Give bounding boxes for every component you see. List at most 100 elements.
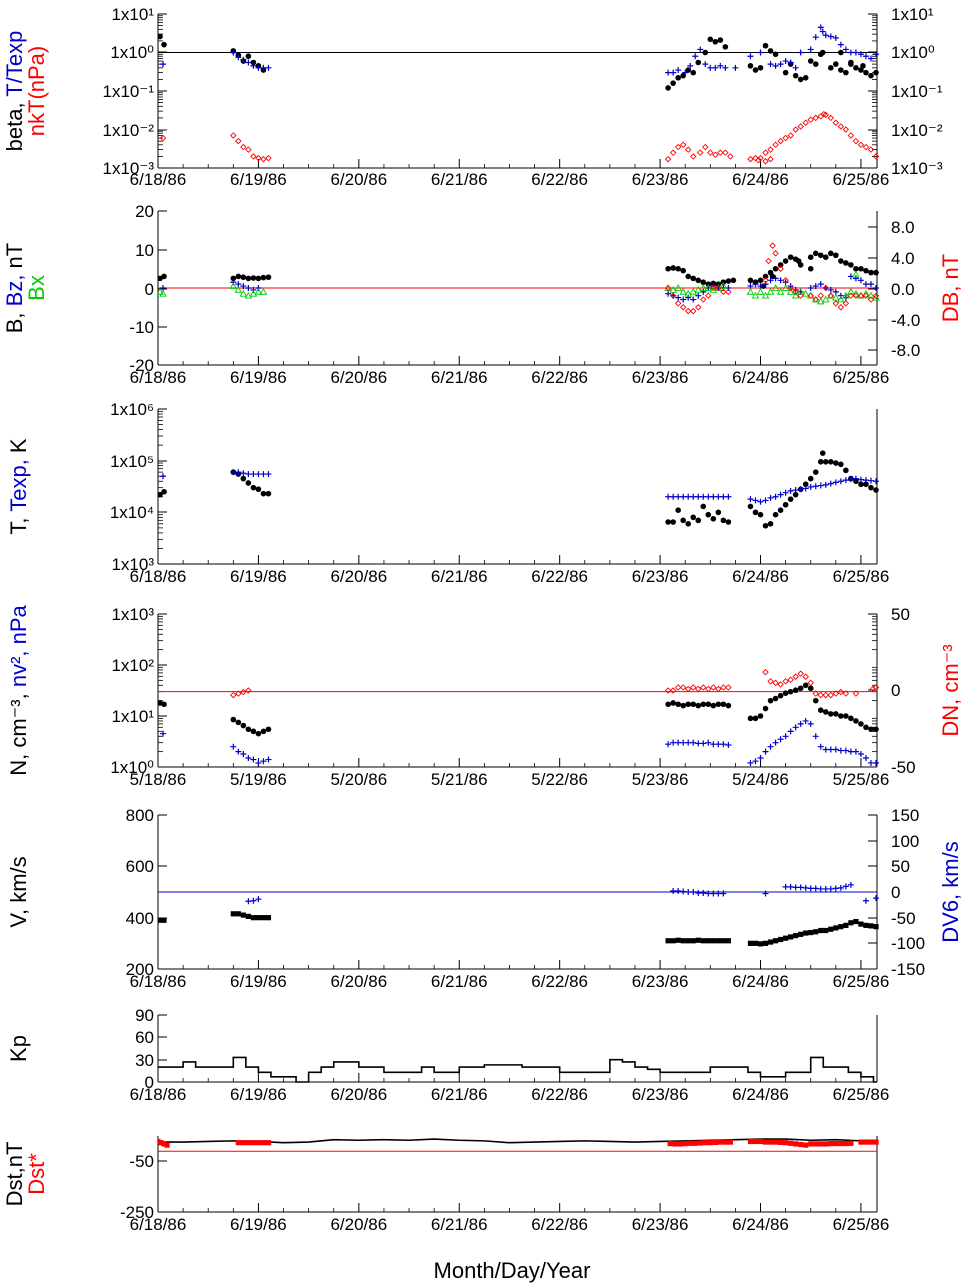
data-point-dv6: [812, 885, 819, 892]
data-point-dn: [674, 684, 682, 691]
data-point-nkt: [674, 143, 682, 151]
data-point-dn: [812, 690, 819, 697]
data-point-texp: [695, 493, 702, 500]
data-point-dn: [772, 679, 779, 687]
data-point-v: [720, 938, 726, 944]
data-point-v: [833, 925, 839, 931]
data-point-nv-: [245, 755, 252, 762]
data-point-dv6: [832, 885, 839, 892]
y-tick-label-left: 1x10⁶: [110, 400, 154, 419]
data-point-t: [752, 509, 759, 516]
data-point-t: [158, 491, 163, 498]
data-point-bx: [847, 287, 855, 295]
y-axis-label: N, cm⁻³, nv², nPa: [6, 604, 31, 775]
data-point-t-texp: [682, 69, 689, 76]
y-tick-label-left: 60: [135, 1028, 154, 1047]
data-point-b: [795, 258, 802, 264]
data-point-texp: [710, 493, 717, 500]
data-point-t: [819, 450, 826, 456]
data-point-bx: [771, 284, 780, 291]
data-point-t-texp: [230, 49, 237, 56]
data-point-dv6: [695, 890, 702, 897]
data-point-nkt: [787, 132, 794, 139]
data-point-nkt: [755, 156, 762, 164]
data-point-v: [158, 917, 163, 923]
data-point-t: [863, 481, 869, 488]
data-point-v: [798, 931, 804, 937]
series-layer: [158, 1056, 877, 1083]
data-point-nkt: [664, 155, 672, 163]
data-point-n: [265, 726, 272, 733]
data-point-bx: [796, 287, 805, 295]
data-point-nkt: [159, 134, 167, 142]
data-point-t-texp: [717, 62, 724, 69]
data-point-n: [675, 701, 681, 708]
data-point-nkt: [857, 141, 865, 149]
y-tick-label-right: 4.0: [891, 249, 915, 268]
x-tick-label: 5/25/86: [833, 770, 890, 789]
data-point-t-texp: [822, 32, 829, 39]
data-point-texp: [792, 487, 799, 494]
data-point-beta: [797, 76, 804, 83]
x-tick-label: 6/25/86: [833, 170, 890, 189]
data-point-t: [690, 514, 697, 521]
data-point-v: [705, 938, 711, 944]
data-point-t: [250, 484, 257, 491]
data-point-nkt: [684, 146, 692, 153]
y-tick-label-left: 0: [145, 280, 154, 299]
y-axis-label-part: V, km/s: [6, 856, 31, 927]
data-point-beta: [680, 72, 686, 79]
data-point-nv-: [847, 748, 854, 755]
data-point-texp: [685, 493, 692, 500]
data-point-t-texp: [712, 64, 719, 71]
data-point-texp: [715, 493, 722, 500]
data-point-db: [867, 296, 875, 303]
y-tick-label-left: 1x10³: [111, 605, 154, 624]
data-point-v: [685, 938, 691, 944]
x-tick-label: 6/22/86: [531, 567, 588, 586]
series-layer: [158, 450, 879, 529]
data-point-dn: [762, 668, 769, 676]
data-point-beta: [807, 58, 814, 64]
data-point-n: [260, 728, 267, 735]
data-point-dn: [720, 684, 727, 691]
data-point-b: [260, 274, 267, 281]
data-point-b: [807, 265, 814, 272]
y-axis-label: Dst,nT: [2, 1142, 27, 1207]
data-point-n: [752, 715, 759, 722]
data-point-dv6: [705, 890, 712, 897]
data-point-beta: [707, 36, 714, 43]
data-point-bx: [669, 285, 677, 293]
data-point-nkt: [717, 149, 724, 156]
data-point-b: [265, 274, 272, 281]
x-tick-label: 6/22/86: [531, 368, 588, 387]
data-point-dst-: [727, 1139, 733, 1145]
data-point-dn: [869, 685, 877, 693]
data-point-db: [674, 300, 682, 307]
data-point-dv6: [787, 883, 794, 890]
data-point-n: [715, 701, 722, 708]
data-point-dst-: [235, 1140, 241, 1146]
data-point-v: [235, 911, 241, 917]
data-point-b: [858, 265, 864, 272]
data-point-t-texp: [782, 58, 789, 65]
data-point-t-texp: [665, 69, 672, 76]
data-point-nkt: [872, 153, 880, 160]
data-point-bz: [665, 290, 672, 297]
data-point-dn: [852, 690, 860, 697]
x-tick-label: 5/18/86: [130, 770, 187, 789]
data-point-n: [685, 701, 692, 708]
x-tick-label: 6/22/86: [531, 1085, 588, 1104]
data-point-v: [245, 913, 251, 919]
data-point-dv6: [710, 890, 717, 897]
data-point-t: [777, 507, 784, 513]
data-point-db: [679, 304, 687, 311]
data-point-nv-: [802, 717, 809, 724]
data-point-db: [725, 288, 732, 296]
data-point-nv-: [700, 740, 707, 747]
data-point-nv-: [670, 739, 677, 746]
data-point-b: [868, 269, 874, 276]
data-point-b: [863, 267, 869, 274]
data-point-n: [245, 726, 252, 733]
data-point-texp: [245, 471, 252, 478]
